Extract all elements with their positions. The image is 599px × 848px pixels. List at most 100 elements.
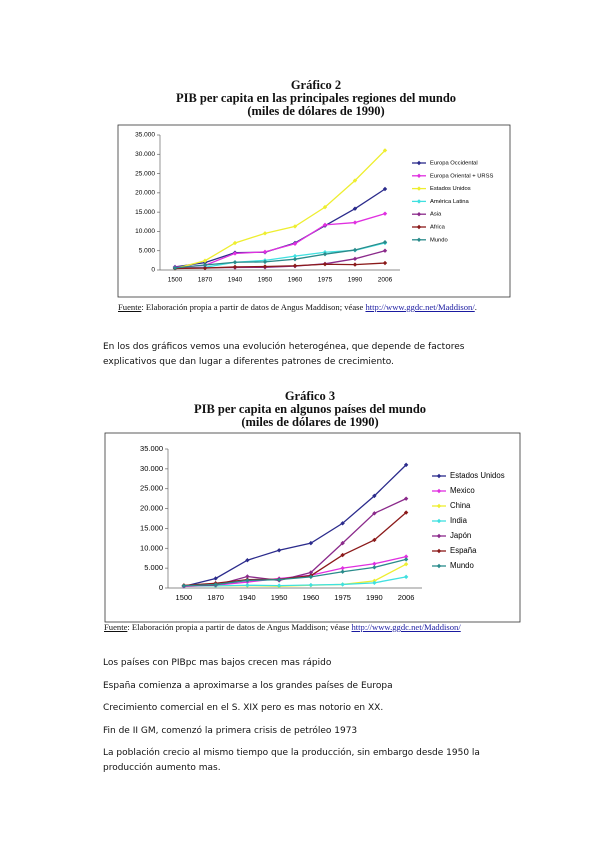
data-point bbox=[245, 583, 250, 588]
legend-marker bbox=[416, 186, 422, 191]
legend-label: España bbox=[450, 546, 477, 555]
data-point bbox=[382, 260, 388, 266]
data-point bbox=[403, 510, 409, 515]
x-tick-label: 2006 bbox=[398, 593, 415, 602]
data-point bbox=[352, 178, 358, 183]
source-label: Fuente bbox=[118, 302, 142, 312]
x-tick-label: 1975 bbox=[334, 593, 351, 602]
y-tick-label: 25.000 bbox=[140, 484, 163, 493]
data-point bbox=[352, 262, 358, 267]
data-point bbox=[372, 580, 377, 586]
data-point bbox=[292, 241, 298, 246]
y-tick-label: 0 bbox=[151, 267, 155, 274]
data-point bbox=[352, 256, 358, 262]
data-point bbox=[262, 264, 268, 269]
legend-marker bbox=[416, 224, 422, 230]
data-point bbox=[202, 258, 208, 263]
data-point bbox=[262, 259, 268, 265]
note: Crecimiento comercial en el S. XIX pero … bbox=[103, 703, 384, 713]
source-text: : Elaboración propia a partir de datos d… bbox=[127, 622, 352, 632]
data-point bbox=[372, 561, 377, 566]
legend-marker bbox=[416, 212, 422, 217]
data-point bbox=[352, 220, 358, 225]
legend-label: Mundo bbox=[450, 561, 475, 570]
series-line bbox=[174, 262, 386, 270]
data-point bbox=[245, 578, 250, 583]
y-tick-label: 15.000 bbox=[135, 209, 155, 216]
data-point bbox=[340, 540, 345, 546]
data-point bbox=[262, 249, 268, 255]
title-line: PIB per capita en las principales region… bbox=[175, 91, 457, 105]
x-tick-label: 1870 bbox=[207, 593, 224, 602]
x-tick-label: 1940 bbox=[228, 277, 243, 284]
source-text: : Elaboración propia a partir de datos d… bbox=[141, 302, 366, 312]
data-point bbox=[276, 577, 282, 582]
data-point bbox=[213, 582, 218, 587]
data-point bbox=[276, 548, 282, 553]
data-point bbox=[232, 251, 238, 256]
data-point bbox=[292, 257, 298, 262]
legend-marker bbox=[416, 237, 422, 242]
y-tick-label: 10.000 bbox=[135, 228, 155, 235]
series-line bbox=[174, 241, 386, 269]
series-line bbox=[183, 558, 407, 587]
legend-marker bbox=[436, 488, 442, 494]
data-point bbox=[403, 557, 409, 562]
y-tick-label: 30.000 bbox=[135, 151, 155, 158]
series-line bbox=[183, 498, 407, 587]
data-point bbox=[382, 148, 388, 153]
legend-marker bbox=[436, 548, 442, 554]
y-tick-label: 20.000 bbox=[140, 504, 163, 513]
title-line: PIB per capita en algunos países del mun… bbox=[193, 402, 427, 416]
chart-title: Gráfico 2 PIB per capita en las principal… bbox=[116, 79, 516, 118]
legend-label: Europa Oriental + URSS bbox=[430, 173, 493, 179]
data-point bbox=[382, 240, 388, 245]
data-point bbox=[232, 240, 238, 246]
data-point bbox=[403, 554, 409, 559]
note: La población crecio al mismo tiempo que … bbox=[103, 748, 480, 773]
data-point bbox=[172, 265, 178, 271]
data-point bbox=[292, 224, 298, 229]
legend-label: Mundo bbox=[430, 237, 448, 243]
legend-label: Estados Unidos bbox=[450, 471, 505, 480]
x-tick-label: 1500 bbox=[168, 277, 183, 284]
x-tick-label: 1975 bbox=[318, 277, 333, 284]
data-point bbox=[202, 262, 208, 268]
data-point bbox=[292, 263, 298, 268]
data-point bbox=[382, 248, 388, 253]
source-link[interactable]: http://www.ggdc.net/Maddison/ bbox=[351, 622, 461, 632]
y-tick-label: 30.000 bbox=[140, 464, 163, 473]
data-point bbox=[276, 583, 282, 588]
y-tick-label: 25.000 bbox=[135, 170, 155, 177]
data-point bbox=[322, 262, 328, 267]
data-point bbox=[232, 260, 238, 265]
legend-label: India bbox=[450, 516, 468, 525]
data-point bbox=[403, 462, 409, 468]
data-point bbox=[382, 211, 388, 216]
data-point bbox=[181, 583, 187, 588]
x-tick-label: 1870 bbox=[198, 277, 213, 284]
y-tick-label: 15.000 bbox=[140, 523, 163, 532]
data-point bbox=[292, 253, 298, 259]
x-tick-label: 1960 bbox=[303, 593, 320, 602]
data-point bbox=[352, 206, 358, 211]
data-point bbox=[340, 552, 345, 558]
x-tick-label: 1950 bbox=[258, 277, 273, 284]
source-link[interactable]: http://www.ggdc.net/Maddison/ bbox=[365, 302, 475, 312]
legend-marker bbox=[436, 533, 442, 539]
legend-label: China bbox=[450, 501, 471, 510]
series-line bbox=[183, 576, 407, 587]
data-point bbox=[372, 565, 377, 570]
series-line bbox=[183, 555, 407, 588]
x-tick-label: 1500 bbox=[176, 593, 193, 602]
data-point bbox=[308, 582, 314, 588]
series-line bbox=[174, 188, 386, 268]
data-point bbox=[245, 574, 250, 579]
data-point bbox=[372, 493, 377, 499]
title-line: (miles de dólares de 1990) bbox=[241, 415, 379, 429]
chart-frame bbox=[117, 124, 511, 298]
y-tick-label: 5.000 bbox=[139, 247, 156, 254]
data-point bbox=[340, 569, 345, 574]
legend-marker bbox=[416, 199, 422, 204]
series-line bbox=[183, 464, 407, 588]
